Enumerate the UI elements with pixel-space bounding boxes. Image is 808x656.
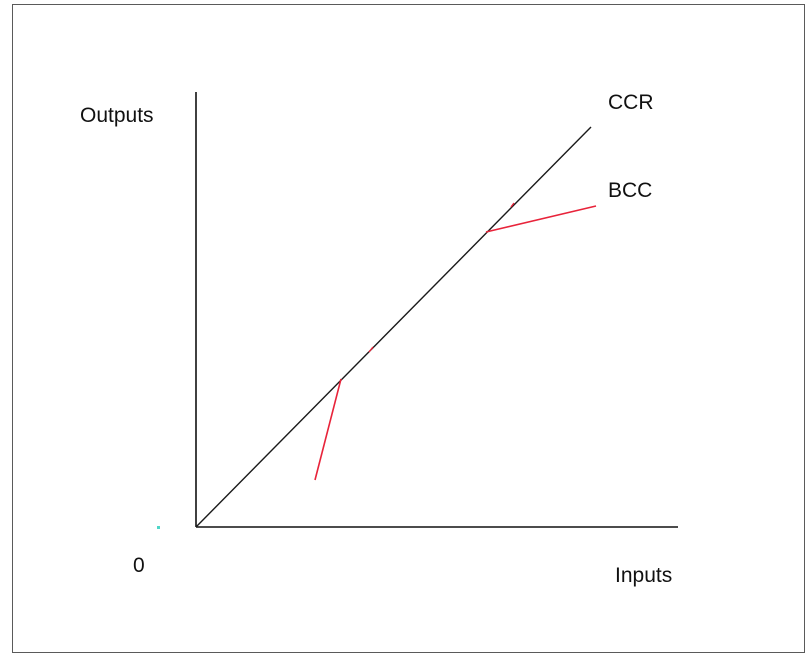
y-axis-label: Outputs (80, 104, 154, 127)
stray-dot (157, 526, 160, 529)
ccr-label: CCR (608, 91, 654, 114)
bcc-tick-mark (510, 202, 515, 208)
bcc-tick-mark (368, 346, 374, 353)
bcc-frontier-upper-segment (485, 205, 597, 233)
origin-label: 0 (133, 554, 145, 577)
diagram-frame (12, 4, 805, 653)
bcc-frontier-lower-segment (314, 378, 342, 481)
ccr-frontier-line (195, 126, 592, 528)
x-axis-label: Inputs (615, 564, 673, 587)
bcc-label: BCC (608, 179, 653, 202)
